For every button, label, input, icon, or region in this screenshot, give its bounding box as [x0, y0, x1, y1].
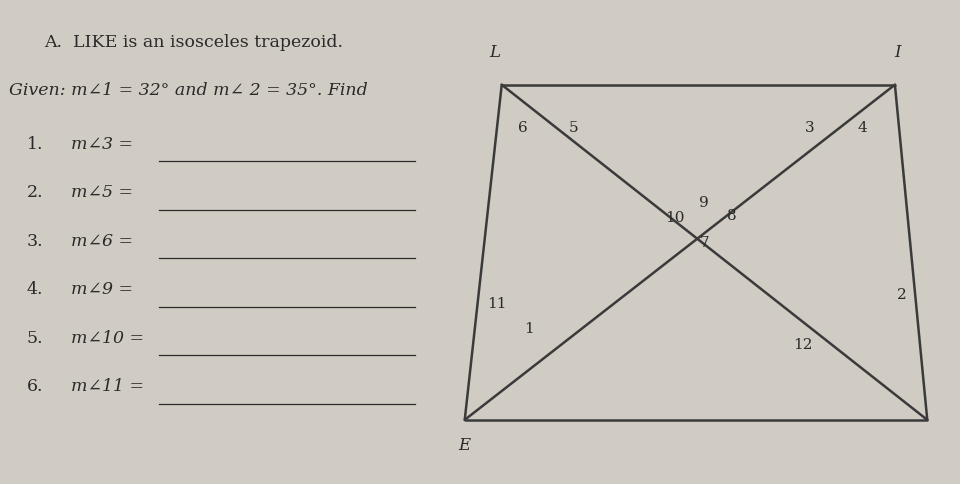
Text: 10: 10 [665, 210, 684, 224]
Text: L: L [490, 44, 500, 60]
Text: Given: m∠1 = 32° and m∠ 2 = 35°. Find: Given: m∠1 = 32° and m∠ 2 = 35°. Find [9, 82, 368, 99]
Text: E: E [459, 437, 470, 454]
Text: 4.: 4. [27, 281, 43, 298]
Text: 2: 2 [897, 287, 906, 302]
Text: 11: 11 [488, 296, 507, 310]
Text: m∠11 =: m∠11 = [71, 378, 144, 394]
Text: 1.: 1. [27, 136, 43, 152]
Text: m∠5 =: m∠5 = [71, 184, 132, 201]
Text: 3.: 3. [27, 232, 43, 249]
Text: 8: 8 [728, 209, 737, 223]
Text: 5.: 5. [27, 329, 43, 346]
Text: 9: 9 [700, 196, 709, 210]
Text: 2.: 2. [27, 184, 43, 201]
Text: A.  LIKE is an isosceles trapezoid.: A. LIKE is an isosceles trapezoid. [44, 34, 343, 51]
Text: 6.: 6. [27, 378, 43, 394]
Text: I: I [894, 44, 900, 60]
Text: 4: 4 [857, 121, 868, 135]
Text: 5: 5 [568, 121, 578, 135]
Text: 7: 7 [700, 235, 709, 249]
Text: 1: 1 [524, 321, 535, 335]
Text: 3: 3 [804, 121, 814, 135]
Text: 12: 12 [793, 338, 812, 352]
Text: m∠3 =: m∠3 = [71, 136, 132, 152]
Text: m∠6 =: m∠6 = [71, 232, 132, 249]
Text: m∠9 =: m∠9 = [71, 281, 132, 298]
Text: 6: 6 [517, 121, 527, 135]
Text: m∠10 =: m∠10 = [71, 329, 144, 346]
